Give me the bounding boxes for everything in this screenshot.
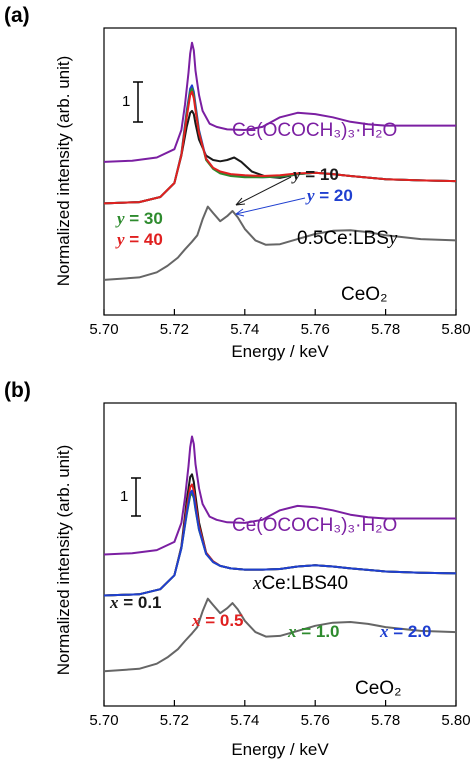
panel-a-y20-value: = 20 <box>315 186 353 205</box>
panel-b-x20-value: = 2.0 <box>389 622 432 641</box>
panel-b-series-line-0 <box>103 435 456 556</box>
panel-a-scale-bar-label: 1 <box>122 93 130 110</box>
panel-a-label: (a) <box>4 4 30 27</box>
panel-a-x-tick-label-2: 5.74 <box>230 321 259 338</box>
panel-a-y30-value: = 30 <box>125 209 163 228</box>
panel-a-series-line-4 <box>103 90 457 205</box>
panel-a-y20-arrowhead <box>235 208 245 217</box>
panel-b-series-line-4 <box>103 489 457 597</box>
panel-a-series-line-2 <box>103 84 457 205</box>
panel-b-y-axis-title: Normalized intensity (arb. unit) <box>54 445 73 676</box>
panel-a-y40-annotation: y = 40 <box>115 230 163 249</box>
panel-a-x-axis-title: Energy / keV <box>231 342 329 361</box>
panel-b-series-line-5 <box>103 597 457 673</box>
panel-b-x-tick-label-5: 5.80 <box>441 712 470 729</box>
panel-b-sample-label: xCe:LBS40 <box>252 573 348 594</box>
panel-a-x-ticks: 5.70 5.72 5.74 5.76 5.78 5.80 <box>89 309 471 338</box>
panel-b-x10-annotation: x = 1.0 <box>287 622 340 641</box>
panel-a-y20-var: y <box>305 186 315 205</box>
panel-a-y10-var: y <box>291 165 301 184</box>
panel-a-x-tick-label-0: 5.70 <box>89 321 118 338</box>
panel-a-y10-arrow <box>235 176 292 206</box>
panel-a-y30-var: y <box>115 209 125 228</box>
panel-a-sample-var: y <box>387 228 398 249</box>
panel-a-y20-annotation: y = 20 <box>305 186 353 205</box>
panel-b: (b) 5.70 5.72 5.74 5.76 5.78 5.80 1 Ce(OCOCH₃… <box>4 379 471 759</box>
panel-a-x-tick-label-1: 5.72 <box>160 321 189 338</box>
panel-b-x05-var: x <box>191 611 201 630</box>
panel-b-x-tick-label-3: 5.76 <box>301 712 330 729</box>
panel-b-x20-var: x <box>379 622 389 641</box>
panel-b-x-tick-label-0: 5.70 <box>89 712 118 729</box>
panel-a-series-line-0 <box>103 41 456 163</box>
panel-a-y20-arrow <box>235 197 306 215</box>
panel-a: (a) 5.70 5.72 5.74 5.76 5.78 5.80 1 Ce(OCOCH₃… <box>4 4 471 361</box>
panel-a-sample-label: 0.5Ce:LBSy <box>297 228 398 249</box>
panel-a-y40-var: y <box>115 230 125 249</box>
panel-b-x10-var: x <box>287 622 297 641</box>
panel-b-x10-value: = 1.0 <box>297 622 340 641</box>
panel-a-plot-frame <box>103 27 457 316</box>
panel-b-acetate-label: Ce(OCOCH₃)₃·H₂O <box>232 515 397 536</box>
panel-b-sample-var: x <box>252 573 262 594</box>
panel-b-x01-value: = 0.1 <box>119 593 162 612</box>
panel-a-sample-prefix: 0.5Ce:LBS <box>297 228 389 249</box>
panel-b-x-ticks: 5.70 5.72 5.74 5.76 5.78 5.80 <box>89 700 471 729</box>
panel-b-x20-annotation: x = 2.0 <box>379 622 432 641</box>
panel-b-ceo2-label: CeO₂ <box>355 678 401 699</box>
panel-a-series-line-3 <box>103 87 457 205</box>
panel-b-x01-annotation: x = 0.1 <box>109 593 162 612</box>
panel-b-label: (b) <box>4 379 31 402</box>
panel-a-x-tick-label-5: 5.80 <box>441 321 470 338</box>
panel-a-series-line-5 <box>103 205 457 281</box>
panel-a-acetate-label: Ce(OCOCH₃)₃·H₂O <box>232 120 397 141</box>
panel-b-x-tick-label-4: 5.78 <box>371 712 400 729</box>
panel-a-x-tick-label-3: 5.76 <box>301 321 330 338</box>
panel-b-x-tick-label-1: 5.72 <box>160 712 189 729</box>
panel-a-y10-value: = 10 <box>301 165 339 184</box>
panel-a-y10-annotation: y = 10 <box>291 165 339 184</box>
panel-b-scale-bar-label: 1 <box>120 488 128 505</box>
panel-b-x05-annotation: x = 0.5 <box>191 611 244 630</box>
panel-a-y10-arrowhead <box>235 197 246 206</box>
panel-b-x05-value: = 0.5 <box>201 611 244 630</box>
panel-b-x-axis-title: Energy / keV <box>231 740 329 759</box>
panel-a-series <box>103 41 457 281</box>
panel-b-series <box>103 435 457 673</box>
panel-b-x-tick-label-2: 5.74 <box>230 712 259 729</box>
panel-b-x01-var: x <box>109 593 119 612</box>
panel-b-sample-suffix: Ce:LBS40 <box>261 573 348 594</box>
panel-a-y-axis-title: Normalized intensity (arb. unit) <box>54 56 73 287</box>
panel-a-ceo2-label: CeO₂ <box>341 284 387 305</box>
panel-a-x-tick-label-4: 5.78 <box>371 321 400 338</box>
panel-a-y30-annotation: y = 30 <box>115 209 163 228</box>
panel-a-y40-value: = 40 <box>125 230 163 249</box>
panel-b-plot-frame <box>103 402 457 707</box>
